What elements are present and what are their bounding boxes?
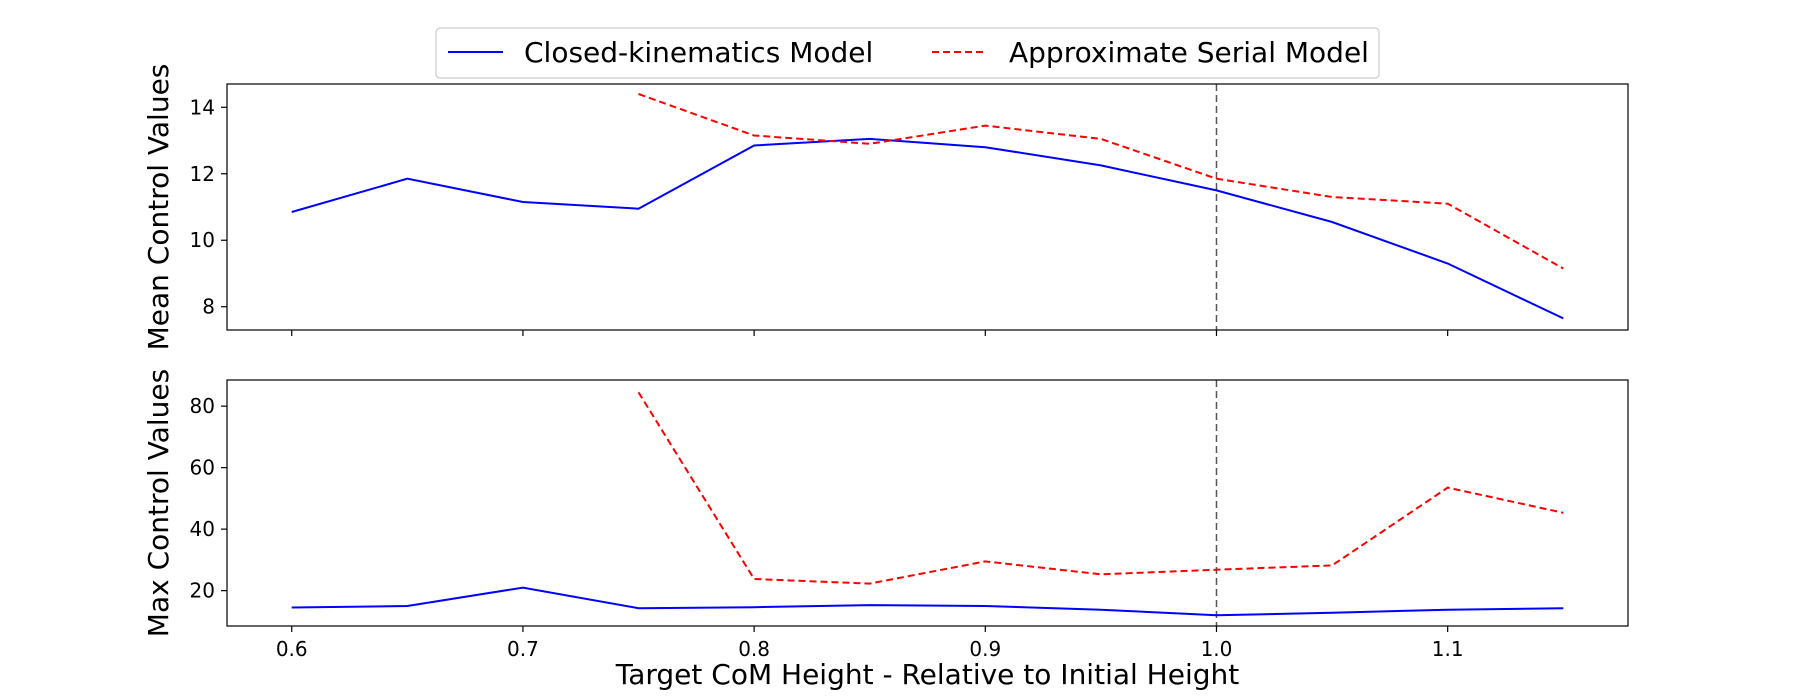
x-tick-label: 0.8 — [738, 637, 770, 661]
max-control-subplot: 0.6 0.7 0.8 0.9 1.0 1.1 20 40 60 80 Max Control V… — [142, 369, 1629, 691]
mean-series-closed-kinematics-line — [291, 137, 1564, 320]
mean-ticks: 8 10 12 14 — [190, 95, 1449, 336]
max-series-closed-kinematics-line — [291, 586, 1564, 617]
y-tick-label: 12 — [190, 162, 215, 186]
x-tick-label: 0.7 — [507, 637, 539, 661]
y-tick-label: 14 — [190, 95, 215, 119]
y-tick-label: 10 — [190, 228, 215, 252]
max-axes-frame — [226, 379, 1629, 627]
max-ticks: 0.6 0.7 0.8 0.9 1.0 1.1 20 40 60 80 — [190, 394, 1464, 661]
legend-label-approximate-serial: Approximate Serial Model — [1009, 36, 1369, 69]
max-series-approximate-serial-line — [637, 391, 1564, 585]
legend-label-closed-kinematics: Closed-kinematics Model — [524, 36, 873, 69]
mean-series-approximate-serial-line — [638, 93, 1564, 270]
y-tick-label: 80 — [190, 394, 215, 418]
x-tick-label: 0.9 — [969, 637, 1001, 661]
legend-frame — [435, 27, 1380, 79]
y-tick-label: 8 — [202, 295, 215, 319]
x-tick-label: 1.0 — [1201, 637, 1233, 661]
y-tick-label: 20 — [190, 579, 215, 603]
x-tick-label: 0.6 — [276, 637, 308, 661]
y-tick-label: 60 — [190, 456, 215, 480]
x-tick-label: 1.1 — [1432, 637, 1464, 661]
y-tick-label: 40 — [190, 517, 215, 541]
x-axis-title: Target CoM Height - Relative to Initial … — [615, 658, 1240, 691]
mean-control-subplot: 8 10 12 14 Mean Control Values — [142, 64, 1629, 351]
legend: Closed-kinematics Model Approximate Seri… — [435, 27, 1380, 79]
max-y-axis-title: Max Control Values — [142, 369, 175, 637]
mean-y-axis-title: Mean Control Values — [142, 64, 175, 351]
mean-axes-frame — [226, 83, 1629, 331]
